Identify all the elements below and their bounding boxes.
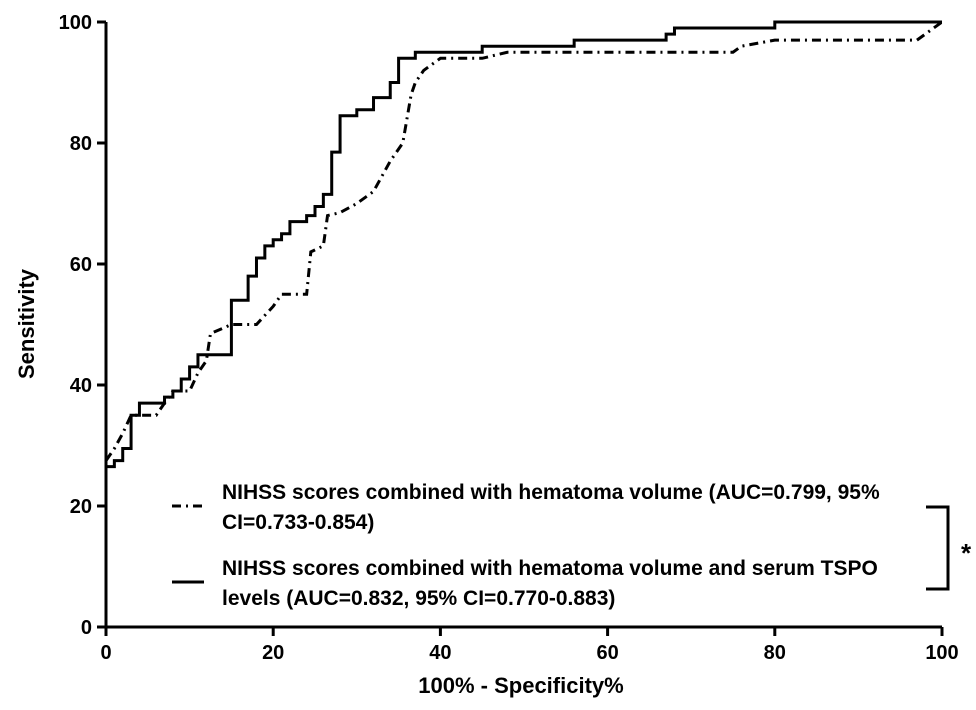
y-tick-label: 0	[81, 617, 92, 639]
y-tick-label: 60	[70, 254, 92, 276]
legend-label: NIHSS scores combined with hematoma volu…	[222, 557, 878, 610]
y-tick-label: 20	[70, 496, 92, 518]
y-axis-label: Sensitivity	[14, 268, 39, 379]
y-tick-label: 80	[70, 133, 92, 155]
significance-bracket	[926, 505, 950, 591]
x-tick-label: 60	[596, 642, 618, 664]
y-tick-label: 40	[70, 375, 92, 397]
x-tick-label: 40	[429, 642, 451, 664]
roc-curve	[106, 20, 942, 469]
x-axis-label: 100% - Specificity%	[418, 673, 623, 698]
x-tick-label: 20	[262, 642, 284, 664]
roc-curve	[104, 20, 943, 462]
y-tick-label: 100	[59, 12, 92, 34]
x-tick-label: 100	[925, 642, 958, 664]
legend-label: NIHSS scores combined with hematoma volu…	[222, 481, 880, 534]
significance-mark: *	[961, 538, 972, 568]
x-tick-label: 80	[764, 642, 786, 664]
x-tick-label: 0	[100, 642, 111, 664]
